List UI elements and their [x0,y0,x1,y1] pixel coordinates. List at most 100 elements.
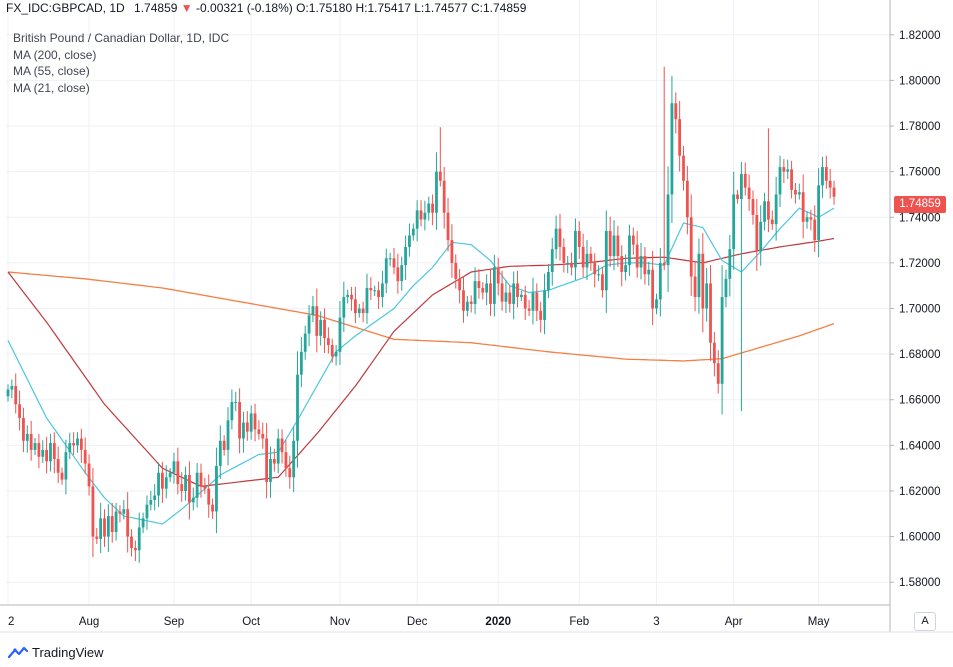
candle [597,265,600,282]
candle-body [755,214,759,252]
candle-body [404,246,407,266]
candle [384,248,388,294]
candle-body [508,292,512,304]
candle [257,420,261,440]
candle [547,264,550,299]
candle [396,253,400,294]
candle-body [52,443,56,460]
legend-item-ma21[interactable]: MA (21, close) [13,80,90,95]
candle-body [176,461,180,485]
candle-body [670,103,674,195]
symbol-name[interactable]: FX_IDC:GBPCAD, 1D [6,1,125,15]
candle-body [817,185,820,241]
candle-body [56,459,60,473]
candle [647,261,651,286]
candle [832,180,836,205]
candle-body [724,278,728,298]
candle-body [95,536,99,539]
candle [620,245,624,287]
high-label: H: [355,1,368,15]
ma21-path [7,207,835,525]
price-axis[interactable]: 1.82000 1.80000 1.78000 1.76000 1.74000 1.720… [890,30,941,589]
candle [272,448,276,472]
candle [496,257,500,296]
candle [52,432,56,474]
price-chart[interactable]: 1.82000 1.80000 1.78000 1.76000 1.74000 1.720… [0,0,953,640]
tradingview-logo[interactable]: TradingView [8,645,104,660]
candle-body [37,443,41,457]
candle [828,168,832,199]
candle-body [195,472,199,498]
candle-body [168,472,172,478]
candle-body [157,472,160,496]
candle-body [326,338,330,345]
candle-body [22,417,25,441]
candle-body [446,212,450,241]
candle [68,432,72,460]
candle [740,161,743,412]
candle-body [647,269,651,275]
candle-body [431,203,434,213]
candle-body [682,155,685,181]
candle [508,285,512,313]
candle [280,429,284,464]
candle [99,502,103,554]
candle-body [334,351,338,357]
candle [284,440,288,477]
candle [728,234,732,297]
candle [446,197,450,252]
candle-body [778,167,782,195]
candle [577,221,581,259]
candle-body [809,217,813,220]
candle-body [137,527,141,551]
candle-body [786,169,790,172]
candle-body [512,283,516,304]
candle-body [373,290,377,292]
candle-body [242,422,245,439]
candle-body [728,249,732,279]
candle [724,269,728,308]
candle [164,465,168,499]
candle-body [763,201,766,222]
candle-body [554,228,558,250]
legend-title[interactable]: British Pound / Canadian Dollar, 1D, IDC [13,31,230,45]
candle [662,66,666,271]
candle-body [384,258,388,284]
candle [477,269,481,299]
candle [523,285,527,320]
candle-body [292,440,296,478]
legend-item-ma200[interactable]: MA (200, close) [13,47,97,62]
candle [276,428,280,474]
candle [76,432,79,453]
candle-body [581,246,585,268]
candle [612,220,616,271]
candle-body [222,440,226,450]
candle [60,467,64,485]
candle [678,100,682,172]
candle [535,283,539,322]
candle-body [666,194,670,266]
candle-body [566,262,570,264]
candle [539,301,543,333]
candle-body [639,256,643,268]
candle-body [527,308,531,311]
candle [338,301,342,365]
candle [114,502,118,541]
candle-body [709,283,712,343]
time-axis[interactable]: 2 Aug Sep Oct Nov Dec 2020 Feb 3 Apr May [8,616,830,628]
symbol-header: FX_IDC:GBPCAD, 1D 1.74859 ▼ -0.00321 (-0… [6,1,526,15]
candle [516,270,519,308]
high-value: 1.75417 [367,1,411,15]
candle-body [272,459,276,464]
candle [377,281,380,310]
candle-body [60,472,64,480]
candle-body [6,389,10,397]
legend-item-ma55[interactable]: MA (55, close) [13,64,90,78]
candle [794,183,797,204]
candle [261,422,265,449]
auto-scale-button[interactable]: A [914,612,936,631]
candle [651,250,655,326]
candle [207,474,211,518]
candle-body [106,516,110,537]
candle [543,273,546,335]
